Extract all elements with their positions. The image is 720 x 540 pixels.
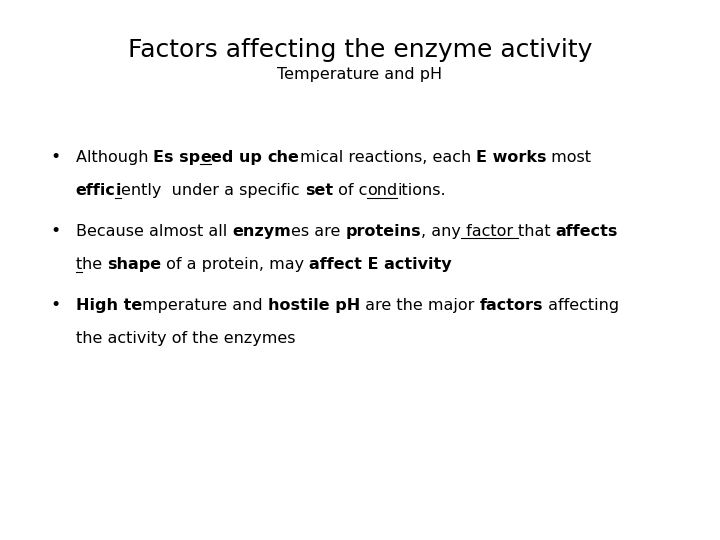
- Text: es are: es are: [291, 224, 345, 239]
- Text: of a protein, may: of a protein, may: [161, 258, 310, 273]
- Text: factor: factor: [461, 224, 518, 239]
- Text: proteins: proteins: [345, 224, 421, 239]
- Text: •: •: [50, 296, 60, 314]
- Text: Factors affecting the enzyme activity: Factors affecting the enzyme activity: [128, 38, 592, 62]
- Text: factors: factors: [480, 298, 543, 313]
- Text: •: •: [50, 222, 60, 240]
- Text: ed up: ed up: [211, 150, 268, 165]
- Text: che: che: [268, 150, 300, 165]
- Text: E works: E works: [476, 150, 546, 165]
- Text: e: e: [200, 150, 211, 165]
- Text: mperature and: mperature and: [142, 298, 268, 313]
- Text: Temperature and pH: Temperature and pH: [277, 68, 443, 83]
- Text: shape: shape: [107, 258, 161, 273]
- Text: ond: ond: [367, 184, 397, 199]
- Text: most: most: [546, 150, 591, 165]
- Text: he: he: [82, 258, 107, 273]
- Text: ently  under a specific: ently under a specific: [121, 184, 305, 199]
- Text: Because almost all: Because almost all: [76, 224, 232, 239]
- Text: affect E activity: affect E activity: [310, 258, 452, 273]
- Text: enzym: enzym: [232, 224, 291, 239]
- Text: affecting: affecting: [543, 298, 619, 313]
- Text: Es sp: Es sp: [153, 150, 200, 165]
- Text: that: that: [518, 224, 556, 239]
- Text: hostile pH: hostile pH: [268, 298, 360, 313]
- Text: i: i: [115, 184, 121, 199]
- Text: High te: High te: [76, 298, 142, 313]
- Text: mical reactions, each: mical reactions, each: [300, 150, 476, 165]
- Text: t: t: [76, 258, 82, 273]
- Text: set: set: [305, 184, 333, 199]
- Text: itions.: itions.: [397, 184, 446, 199]
- Text: effic: effic: [76, 184, 115, 199]
- Text: affects: affects: [556, 224, 618, 239]
- Text: the activity of the enzymes: the activity of the enzymes: [76, 332, 295, 347]
- Text: Although: Although: [76, 150, 153, 165]
- Text: , any: , any: [421, 224, 461, 239]
- Text: of c: of c: [333, 184, 367, 199]
- Text: are the major: are the major: [360, 298, 480, 313]
- Text: •: •: [50, 148, 60, 166]
